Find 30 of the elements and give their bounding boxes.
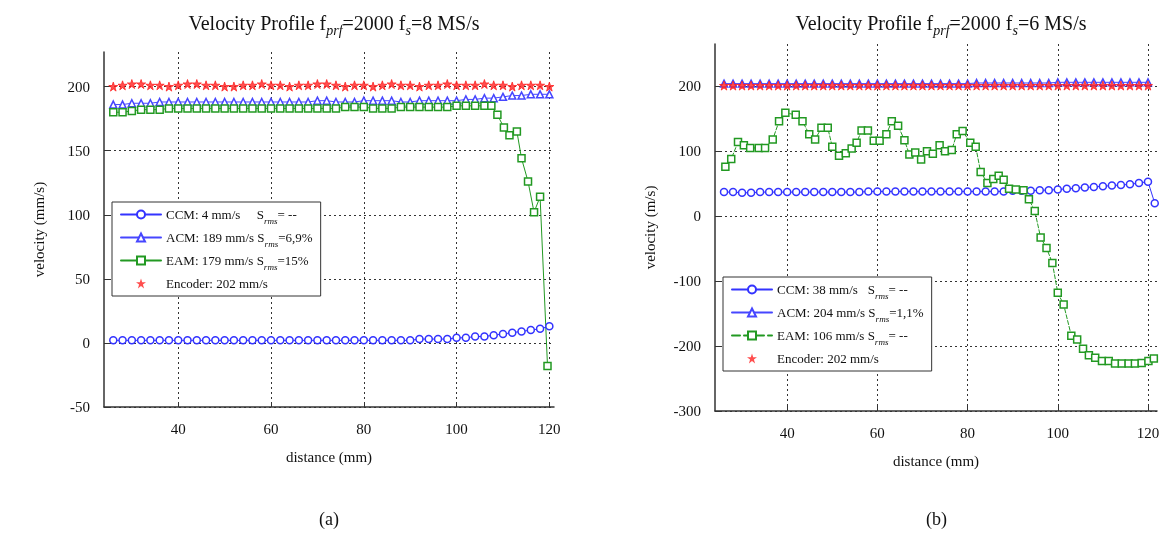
x-tick-label: 100 <box>445 420 468 437</box>
y-tick-label: -200 <box>673 338 701 355</box>
y-tick-label: -100 <box>673 273 701 290</box>
y-tick-label: 100 <box>678 143 701 160</box>
y-tick-label: -50 <box>70 399 90 415</box>
legend-label: Encoder: 202 mm/s <box>777 351 879 366</box>
y-tick-label: 200 <box>678 78 701 95</box>
x-tick-label: 80 <box>960 424 976 441</box>
y-tick-label: 200 <box>67 78 90 95</box>
y-tick-label: 50 <box>75 270 90 287</box>
y-axis-title: velocity (mm/s) <box>30 181 48 278</box>
x-axis-title: distance (mm) <box>285 448 373 466</box>
x-tick-label: 100 <box>1046 424 1070 441</box>
y-tick-label: 0 <box>82 334 90 351</box>
x-tick-label: 40 <box>779 424 795 441</box>
y-tick-label: 150 <box>67 142 90 159</box>
y-tick-label: 100 <box>67 206 90 223</box>
x-tick-label: 60 <box>263 420 279 437</box>
x-tick-label: 40 <box>170 420 186 437</box>
x-tick-label: 80 <box>356 420 372 437</box>
y-tick-label: -300 <box>673 403 701 419</box>
y-axis-title: velocity (m/s) <box>641 185 659 270</box>
x-axis-title: distance (mm) <box>892 452 980 470</box>
x-tick-label: 120 <box>1136 424 1160 441</box>
x-tick-label: 60 <box>869 424 885 441</box>
text: (b) <box>926 509 947 530</box>
legend-label: Encoder: 202 mm/s <box>166 276 268 291</box>
text: (a) <box>319 509 339 530</box>
x-tick-label: 120 <box>538 420 561 437</box>
y-tick-label: 0 <box>693 208 701 225</box>
